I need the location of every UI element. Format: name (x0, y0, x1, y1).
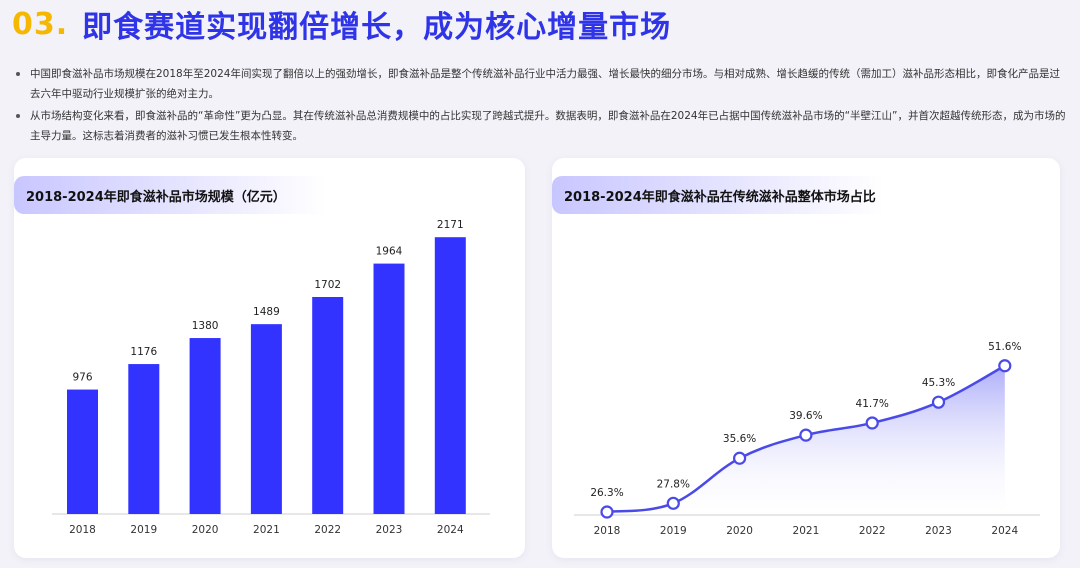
bar-data-label: 1380 (192, 320, 219, 332)
x-tick-label: 2019 (130, 524, 157, 536)
x-tick-label: 2023 (925, 525, 952, 537)
bullet-dot (16, 114, 20, 118)
x-tick-label: 2020 (192, 524, 219, 536)
page-heading: 03. 即食赛道实现翻倍增长，成为核心增量市场 (12, 4, 672, 46)
bullet-dot (16, 72, 20, 76)
x-tick-label: 2018 (594, 525, 621, 537)
x-tick-label: 2024 (437, 524, 464, 536)
point-data-label: 51.6% (988, 341, 1021, 353)
x-tick-label: 2018 (69, 524, 96, 536)
market-share-card: 2018-2024年即食滋补品在传统滋补品整体市场占比 26.3% 2018 27.… (552, 158, 1060, 558)
data-point (733, 451, 747, 465)
point-data-label: 27.8% (657, 478, 690, 490)
point-data-label: 45.3% (922, 377, 955, 389)
bar (434, 237, 466, 514)
data-point (799, 428, 813, 442)
x-tick-label: 2022 (859, 525, 886, 537)
x-tick-label: 2021 (253, 524, 280, 536)
market-size-chart-title: 2018-2024年即食滋补品市场规模（亿元） (14, 176, 326, 214)
bar-data-label: 1702 (314, 279, 341, 291)
market-size-bar-chart: 976 2018 1176 2019 1380 2020 1489 2021 1702 2022 1… (52, 219, 490, 536)
market-share-area-chart: 26.3% 2018 27.8% 2019 35.6% 2020 39.6% 2021 41.7… (574, 341, 1040, 537)
x-tick-label: 2020 (726, 525, 753, 537)
data-point (931, 395, 946, 409)
data-point (600, 505, 614, 519)
bar (67, 389, 98, 514)
point-data-label: 26.3% (590, 487, 623, 499)
bar (250, 324, 282, 514)
data-point (865, 416, 879, 430)
bar (128, 364, 160, 514)
bullet-item: 中国即食滋补品市场规模在2018年至2024年间实现了翻倍以上的强劲增长，即食滋… (14, 64, 1070, 104)
bar-data-label: 2171 (437, 219, 464, 231)
bar-data-label: 1964 (376, 246, 403, 258)
section-number: 03. (12, 6, 69, 42)
bar (189, 338, 221, 514)
x-tick-label: 2023 (376, 524, 403, 536)
point-data-label: 39.6% (789, 410, 822, 422)
bar-data-label: 976 (72, 372, 92, 384)
bar-data-label: 1176 (130, 346, 157, 358)
bullet-text: 中国即食滋补品市场规模在2018年至2024年间实现了翻倍以上的强劲增长，即食滋… (30, 68, 1060, 100)
page-title: 即食赛道实现翻倍增长，成为核心增量市场 (82, 10, 672, 45)
market-share-chart-title: 2018-2024年即食滋补品在传统滋补品整体市场占比 (552, 176, 884, 214)
x-tick-label: 2024 (991, 525, 1018, 537)
bar (312, 296, 344, 514)
summary-bullets: 中国即食滋补品市场规模在2018年至2024年间实现了翻倍以上的强劲增长，即食滋… (14, 64, 1070, 148)
x-tick-label: 2022 (314, 524, 341, 536)
market-size-card: 2018-2024年即食滋补品市场规模（亿元） 976 2018 1176 2019 1… (14, 158, 525, 558)
bar (373, 263, 405, 514)
bullet-item: 从市场结构变化来看，即食滋补品的“革命性”更为凸显。其在传统滋补品总消费规模中的… (14, 106, 1070, 146)
point-data-label: 35.6% (723, 433, 756, 445)
bullet-text: 从市场结构变化来看，即食滋补品的“革命性”更为凸显。其在传统滋补品总消费规模中的… (30, 110, 1066, 142)
x-tick-label: 2019 (660, 525, 687, 537)
data-point (998, 359, 1012, 373)
point-data-label: 41.7% (856, 398, 889, 410)
bar-data-label: 1489 (253, 306, 280, 318)
data-point (666, 496, 680, 510)
x-tick-label: 2021 (793, 525, 820, 537)
